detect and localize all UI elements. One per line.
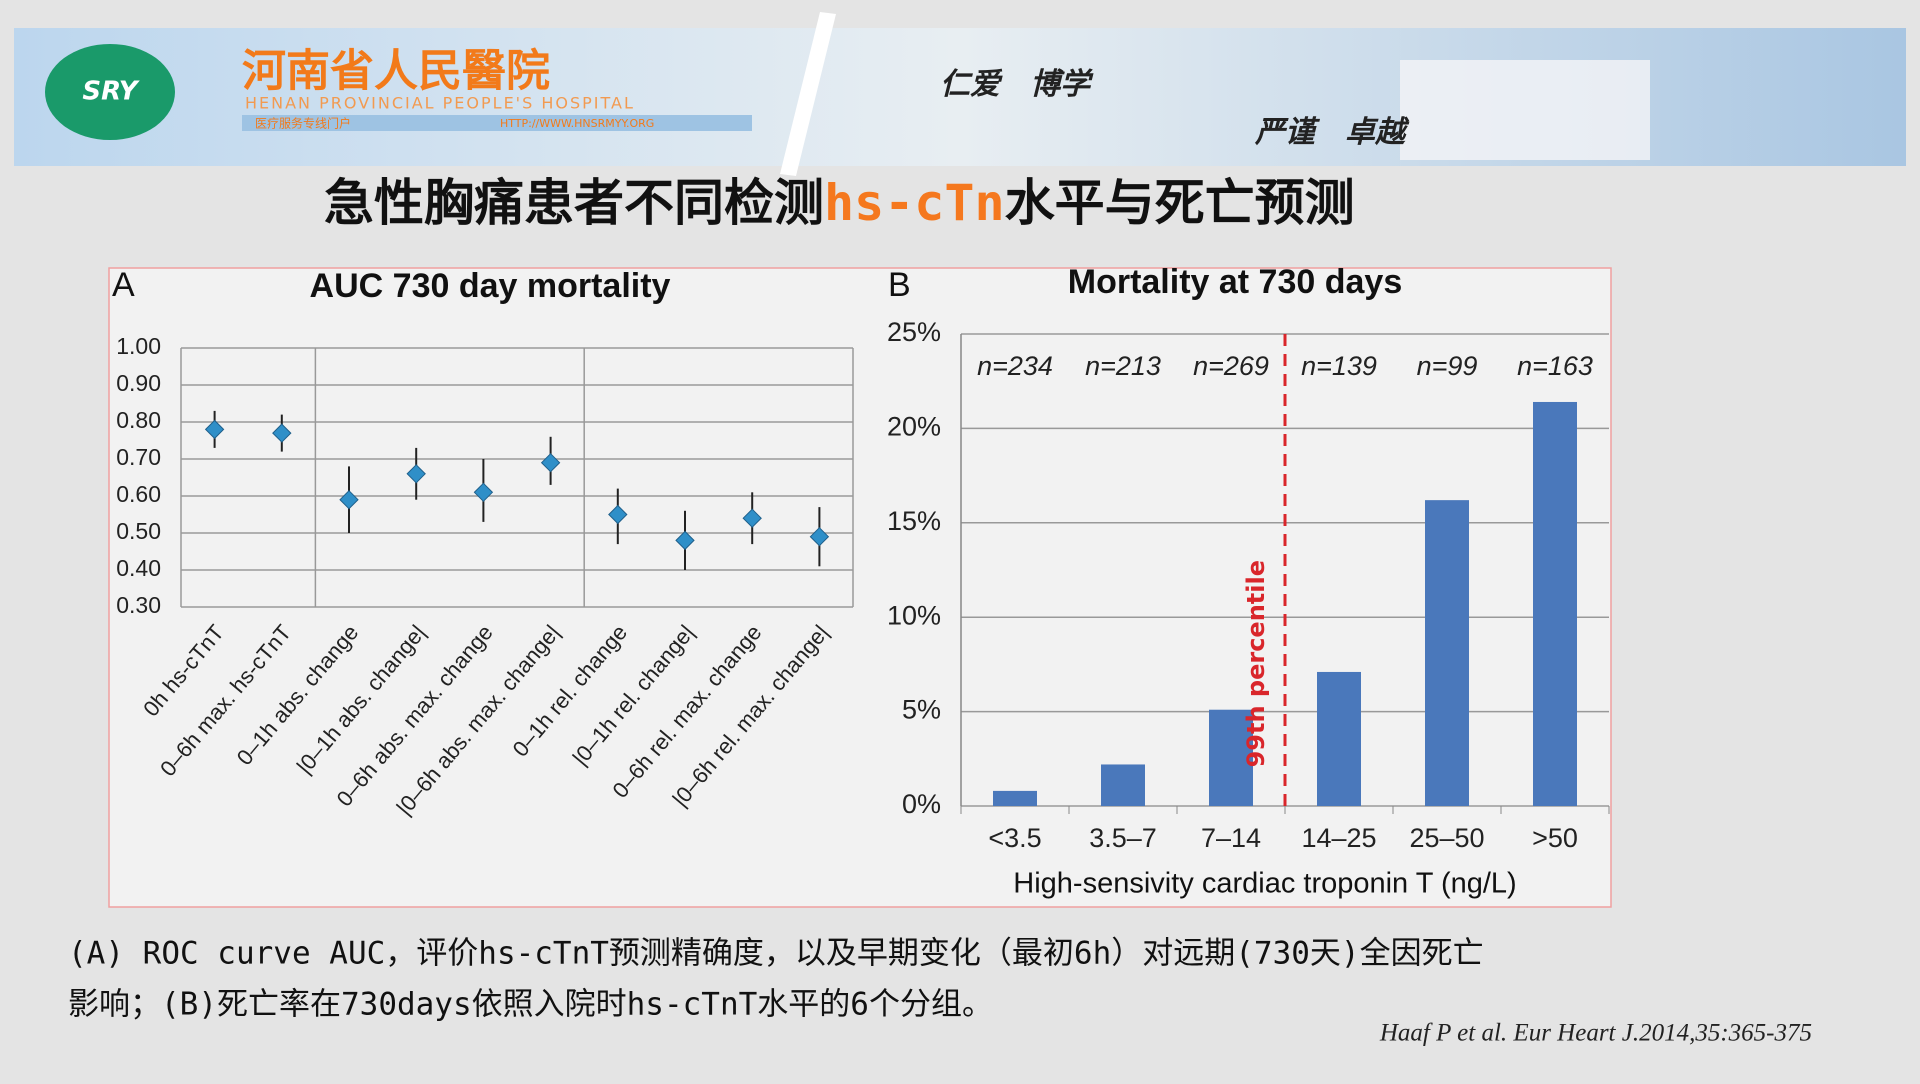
title-part: 急性胸痛患者不同检测: [324, 174, 824, 232]
chart-title: AUC 730 day mortality: [310, 267, 671, 305]
y-tick-label: 1.00: [116, 333, 161, 359]
x-axis-label: High-sensivity cardiac troponin T (ng/L): [1013, 868, 1516, 900]
logo: [45, 44, 175, 140]
point: [742, 508, 762, 528]
x-tick-label: 14–25: [1301, 823, 1376, 853]
y-tick-label: 0.80: [116, 407, 161, 433]
y-tick-label: 0.50: [116, 518, 161, 544]
motto: 严谨 卓越: [1254, 115, 1410, 150]
y-tick-label: 0.70: [116, 444, 161, 470]
y-tick-label: 0%: [902, 789, 941, 819]
x-tick-label: 25–50: [1409, 823, 1484, 853]
point: [204, 419, 225, 440]
bar: [993, 790, 1037, 806]
annotation: n=139: [1301, 351, 1377, 381]
hospital-name-en: HENAN PROVINCIAL PEOPLE'S HOSPITAL: [245, 94, 635, 113]
slide-title: 急性胸痛患者不同检测hs-cTn水平与死亡预测: [324, 174, 1355, 232]
url: HTTP://WWW.HNSRMYY.ORG: [500, 117, 654, 130]
annotation: n=99: [1417, 351, 1478, 381]
x-tick-label: 3.5–7: [1089, 823, 1157, 853]
title-highlight: hs-cTn: [824, 174, 1005, 232]
header-slash: [780, 12, 836, 176]
annotation: n=163: [1517, 351, 1593, 381]
y-tick-label: 0.60: [116, 481, 161, 507]
y-tick-label: 20%: [887, 412, 941, 442]
y-tick-label: 0.90: [116, 370, 161, 396]
point: [608, 504, 628, 525]
hospital-building: [1400, 60, 1650, 160]
x-tick-label: 7–14: [1201, 823, 1261, 853]
point: [675, 530, 695, 551]
figure-frame: [108, 267, 1612, 908]
y-tick-label: 0.30: [116, 592, 161, 618]
bar: [1425, 500, 1469, 806]
point: [809, 526, 830, 547]
point: [339, 489, 359, 510]
bar: [1209, 709, 1253, 806]
x-tick-label: >50: [1532, 823, 1578, 853]
panel-label: A: [112, 266, 135, 304]
panel-label: B: [888, 266, 911, 304]
annotation: n=213: [1085, 351, 1161, 381]
point: [272, 423, 292, 443]
logo-text: SRY: [82, 77, 140, 107]
citation: Haaf P et al. Eur Heart J.2014,35:365-37…: [1379, 1020, 1812, 1047]
bar: [1533, 401, 1577, 806]
bar: [1317, 671, 1361, 806]
motto: 仁爱 博学: [940, 67, 1094, 102]
caption: 影响；(B)死亡率在730days依照入院时hs-cTnT水平的6个分组。: [68, 987, 993, 1023]
reference-label: 99th percentile: [1242, 560, 1270, 767]
point: [406, 464, 426, 484]
hospital-name: 河南省人民醫院: [242, 46, 550, 97]
y-tick-label: 0.40: [116, 555, 161, 581]
point: [540, 452, 561, 473]
portal: 医疗服务专线门户: [255, 116, 351, 131]
annotation: n=234: [977, 351, 1053, 381]
point: [473, 482, 494, 503]
y-tick-label: 15%: [887, 506, 941, 536]
annotation: n=269: [1193, 351, 1269, 381]
y-tick-label: 25%: [887, 317, 941, 347]
x-tick-label: <3.5: [988, 823, 1041, 853]
title-part: 水平与死亡预测: [1005, 174, 1355, 232]
url-bar: [242, 115, 752, 131]
y-tick-label: 10%: [887, 600, 941, 630]
caption: (A) ROC curve AUC，评价hs-cTnT预测精确度，以及早期变化（…: [68, 936, 1484, 972]
chart-title: Mortality at 730 days: [1068, 263, 1402, 301]
y-tick-label: 5%: [902, 695, 941, 725]
bar: [1101, 764, 1145, 806]
